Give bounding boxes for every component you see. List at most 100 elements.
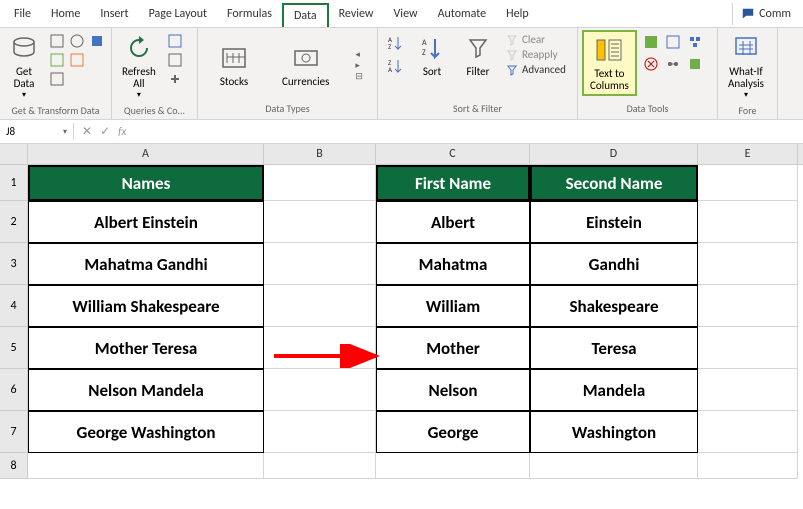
cell[interactable]	[264, 411, 376, 453]
recent-sources-icon[interactable]	[88, 32, 106, 50]
data-model-icon[interactable]	[685, 54, 705, 74]
edit-links-icon[interactable]	[166, 70, 184, 88]
cell[interactable]: Nelson Mandela	[28, 369, 264, 411]
clear-filter-button[interactable]: Clear	[504, 32, 568, 47]
cell[interactable]: George Washington	[28, 411, 264, 453]
cell[interactable]: William Shakespeare	[28, 285, 264, 327]
stocks-button[interactable]: Stocks	[212, 40, 256, 90]
queries-icon[interactable]	[166, 32, 184, 50]
refresh-all-button[interactable]: Refresh All ▾	[116, 30, 162, 102]
col-header-b[interactable]: B	[264, 144, 376, 164]
cell[interactable]	[698, 243, 798, 285]
from-web-icon[interactable]	[68, 32, 86, 50]
row-header[interactable]: 8	[0, 453, 28, 479]
cell[interactable]	[264, 453, 376, 479]
cell[interactable]: Mandela	[530, 369, 698, 411]
what-if-button[interactable]: What-If Analysis ▾	[722, 30, 770, 102]
tab-review[interactable]: Review	[329, 3, 384, 25]
cell[interactable]	[698, 285, 798, 327]
cell[interactable]: Shakespeare	[530, 285, 698, 327]
cell[interactable]	[264, 327, 376, 369]
cell[interactable]: Second Name	[530, 165, 698, 201]
chevron-down-icon: ▾	[63, 127, 67, 137]
tab-help[interactable]: Help	[496, 3, 539, 25]
tab-home[interactable]: Home	[41, 3, 90, 25]
cell[interactable]: William	[376, 285, 530, 327]
remove-dup-icon[interactable]	[663, 32, 683, 52]
advanced-filter-button[interactable]: Advanced	[504, 62, 568, 77]
cell[interactable]: Names	[28, 165, 264, 201]
flash-fill-icon[interactable]	[641, 32, 661, 52]
from-text-icon[interactable]	[48, 32, 66, 50]
cell[interactable]	[698, 201, 798, 243]
cell[interactable]	[698, 327, 798, 369]
cell[interactable]	[264, 243, 376, 285]
from-picture-icon[interactable]	[68, 51, 86, 69]
tab-view[interactable]: View	[384, 3, 428, 25]
cell[interactable]: Mahatma Gandhi	[28, 243, 264, 285]
row-header[interactable]: 4	[0, 285, 28, 327]
tab-insert[interactable]: Insert	[90, 3, 138, 25]
sort-desc-button[interactable]: ZA	[384, 55, 406, 77]
properties-icon[interactable]	[166, 51, 184, 69]
cell[interactable]	[376, 453, 530, 479]
cell[interactable]: Nelson	[376, 369, 530, 411]
row-header[interactable]: 6	[0, 369, 28, 411]
cell[interactable]: Einstein	[530, 201, 698, 243]
cell[interactable]: George	[376, 411, 530, 453]
tab-file[interactable]: File	[4, 3, 41, 25]
cell[interactable]	[264, 165, 376, 201]
row-header[interactable]: 5	[0, 327, 28, 369]
data-types-nav[interactable]: ◂▸⊟	[355, 49, 363, 82]
cell[interactable]: Gandhi	[530, 243, 698, 285]
tab-page-layout[interactable]: Page Layout	[139, 3, 217, 25]
name-box[interactable]: J8 ▾	[0, 123, 74, 140]
cell[interactable]: Teresa	[530, 327, 698, 369]
existing-conn-icon[interactable]	[48, 70, 66, 88]
cell[interactable]	[698, 369, 798, 411]
cell[interactable]: Washington	[530, 411, 698, 453]
row-header[interactable]: 2	[0, 201, 28, 243]
row-header[interactable]: 3	[0, 243, 28, 285]
select-all-corner[interactable]	[0, 144, 28, 164]
sort-asc-button[interactable]: AZ	[384, 32, 406, 54]
enter-icon[interactable]: ✓	[100, 124, 110, 139]
currencies-button[interactable]: Currencies	[276, 40, 335, 90]
col-header-a[interactable]: A	[28, 144, 264, 164]
col-header-e[interactable]: E	[698, 144, 798, 164]
row-header[interactable]: 1	[0, 165, 28, 201]
consolidate-icon[interactable]	[685, 32, 705, 52]
cell[interactable]	[264, 285, 376, 327]
data-validation-icon[interactable]	[641, 54, 661, 74]
cell[interactable]: Albert Einstein	[28, 201, 264, 243]
cell[interactable]	[530, 453, 698, 479]
reapply-filter-button[interactable]: Reapply	[504, 47, 568, 62]
cancel-icon[interactable]: ✕	[82, 124, 92, 139]
cell[interactable]	[264, 369, 376, 411]
comments-button[interactable]: Comm	[732, 3, 799, 25]
cell[interactable]	[28, 453, 264, 479]
chevron-down-icon: ▾	[137, 90, 141, 100]
cell[interactable]	[698, 453, 798, 479]
col-header-c[interactable]: C	[376, 144, 530, 164]
filter-button[interactable]: Filter	[456, 30, 500, 80]
from-table-icon[interactable]	[48, 51, 66, 69]
sort-button[interactable]: AZ Sort	[410, 30, 454, 80]
relationships-icon[interactable]	[663, 54, 683, 74]
get-data-button[interactable]: Get Data ▾	[4, 30, 44, 102]
cell[interactable]: Mahatma	[376, 243, 530, 285]
cell[interactable]: Albert	[376, 201, 530, 243]
cell[interactable]	[698, 165, 798, 201]
tab-formulas[interactable]: Formulas	[217, 3, 282, 25]
cell[interactable]: Mother	[376, 327, 530, 369]
text-to-columns-button[interactable]: Text to Columns	[582, 30, 637, 96]
cell[interactable]	[264, 201, 376, 243]
cell[interactable]: First Name	[376, 165, 530, 201]
tab-automate[interactable]: Automate	[428, 3, 497, 25]
col-header-d[interactable]: D	[530, 144, 698, 164]
fx-label[interactable]: fx	[118, 125, 126, 138]
cell[interactable]	[698, 411, 798, 453]
row-header[interactable]: 7	[0, 411, 28, 453]
cell[interactable]: Mother Teresa	[28, 327, 264, 369]
tab-data[interactable]: Data	[282, 3, 329, 27]
